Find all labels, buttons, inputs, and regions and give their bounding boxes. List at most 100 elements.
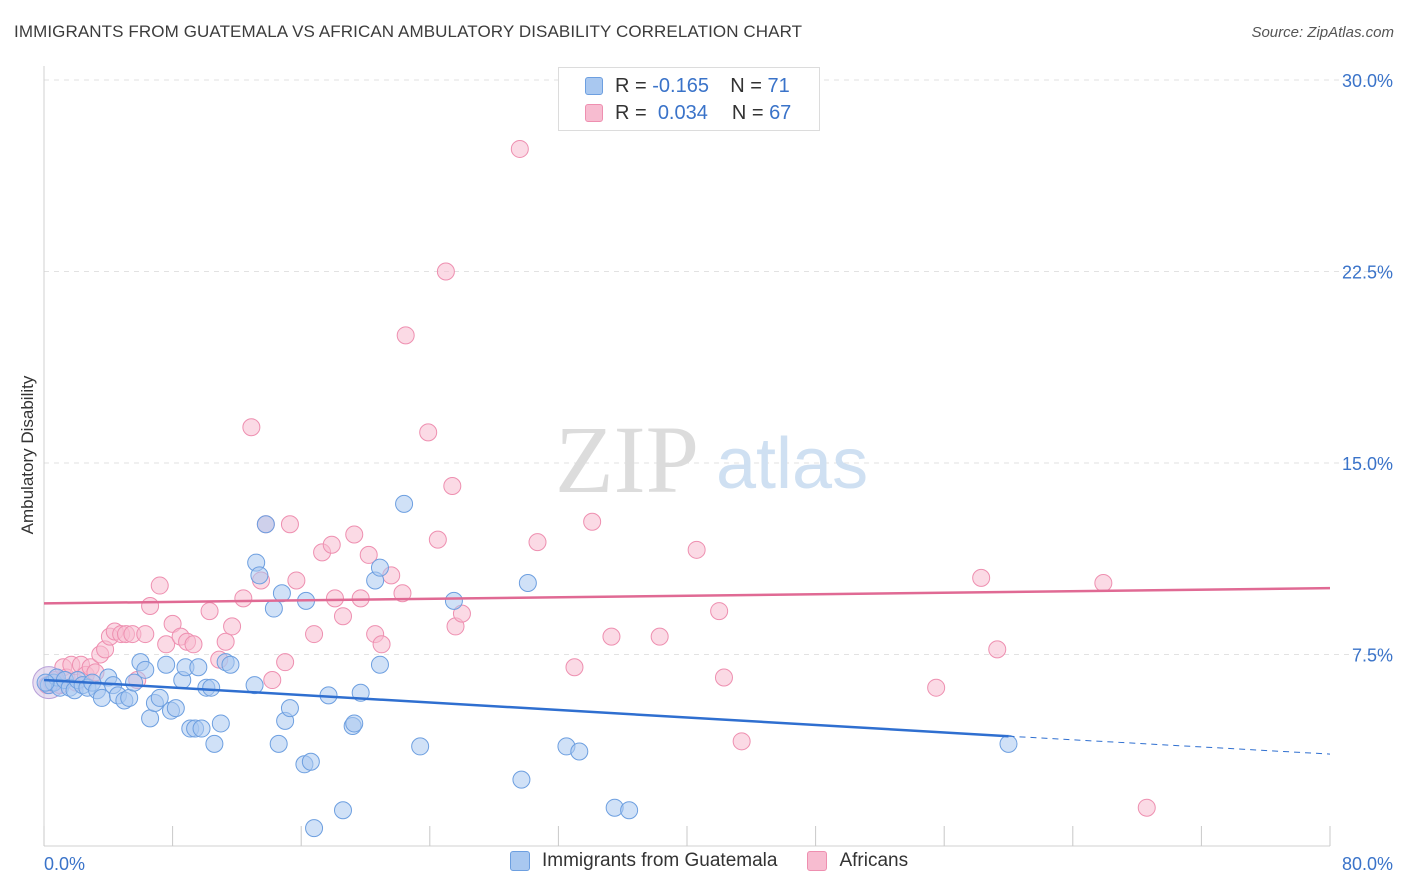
point-guatemala (272, 584, 291, 603)
trend-line-guatemala (43, 678, 1009, 738)
legend-r-value: -0.165 (652, 74, 709, 97)
point-guatemala (512, 770, 531, 789)
x-tick-label: 80.0% (1342, 854, 1393, 874)
point-africans (428, 530, 447, 549)
point-africans (305, 625, 324, 644)
point-africans (280, 515, 299, 534)
point-guatemala (256, 515, 275, 534)
point-africans (396, 326, 415, 345)
point-guatemala (245, 676, 264, 695)
point-africans (276, 653, 295, 672)
point-africans (333, 607, 352, 626)
point-guatemala (570, 742, 589, 761)
point-africans (732, 732, 751, 751)
legend-n-value: 71 (767, 74, 790, 97)
series-guatemala (36, 494, 1018, 838)
x-tick-label: 0.0% (44, 854, 85, 874)
point-guatemala (411, 737, 430, 756)
y-tick-label: 7.5% (1352, 646, 1393, 666)
point-africans (163, 614, 182, 633)
watermark: ZIP atlas (555, 406, 868, 513)
point-africans (443, 476, 462, 495)
point-africans (650, 627, 669, 646)
point-guatemala (370, 655, 389, 674)
point-guatemala (269, 734, 288, 753)
legend-r-label: R = (615, 101, 647, 124)
point-guatemala (120, 688, 139, 707)
point-africans (972, 568, 991, 587)
point-guatemala (136, 660, 155, 679)
legend-n-label: N = (731, 101, 764, 124)
point-guatemala (205, 734, 224, 753)
point-guatemala (395, 494, 414, 513)
point-africans (325, 589, 344, 608)
point-africans (419, 423, 438, 442)
point-guatemala (221, 655, 240, 674)
point-africans (372, 635, 391, 654)
point-guatemala (141, 709, 160, 728)
point-africans (988, 640, 1007, 659)
point-africans (393, 584, 412, 603)
point-africans (583, 512, 602, 531)
point-africans (242, 418, 261, 437)
legend-label: Africans (839, 850, 909, 871)
point-africans (157, 635, 176, 654)
point-guatemala (36, 673, 55, 692)
watermark-zip: ZIP (555, 406, 699, 513)
y-tick-label: 30.0% (1342, 71, 1393, 91)
legend-item-africans[interactable]: Africans (807, 850, 908, 872)
point-guatemala (264, 599, 283, 618)
point-guatemala (370, 558, 389, 577)
legend-swatch-blue (510, 851, 530, 871)
point-africans (216, 632, 235, 651)
legend-item-guatemala[interactable]: Immigrants from Guatemala (510, 850, 777, 872)
watermark-atlas: atlas (716, 424, 868, 504)
point-africans (565, 658, 584, 677)
legend-swatch-pink (585, 104, 603, 122)
legend-n-label: N = (730, 74, 762, 97)
legend-row-guatemala: R = -0.165 N = 71 (585, 73, 790, 99)
legend-swatch-pink (807, 851, 828, 871)
point-africans (528, 533, 547, 552)
legend-n-value: 67 (769, 101, 792, 124)
source-label: Source: ZipAtlas.com (1251, 24, 1394, 41)
correlation-legend: R = -0.165 N = 71 R = 0.034 N = 67 (558, 67, 820, 131)
point-africans (234, 589, 253, 608)
tick-labels: 7.5% 15.0% 22.5% 30.0% 0.0% 80.0% (44, 71, 1393, 874)
point-guatemala (333, 801, 352, 820)
trend-lines (43, 586, 1331, 755)
point-guatemala (301, 752, 320, 771)
point-africans (150, 576, 169, 595)
point-africans (184, 635, 203, 654)
point-africans (710, 602, 729, 621)
legend-label: Immigrants from Guatemala (542, 850, 778, 871)
point-guatemala (305, 819, 324, 838)
legend-r-value: 0.034 (657, 101, 708, 124)
point-africans (351, 589, 370, 608)
legend-r-label: R = (615, 74, 647, 97)
point-guatemala (150, 688, 169, 707)
point-africans (687, 540, 706, 559)
point-africans (223, 617, 242, 636)
point-africans (602, 627, 621, 646)
point-guatemala (250, 566, 269, 585)
trend-line-africans (43, 586, 1331, 605)
point-guatemala (192, 719, 211, 738)
point-africans (345, 525, 364, 544)
point-africans (1094, 574, 1113, 593)
point-guatemala (620, 801, 639, 820)
point-africans (452, 604, 471, 623)
y-tick-label: 15.0% (1342, 454, 1393, 474)
y-tick-label: 22.5% (1342, 263, 1393, 283)
point-africans (436, 262, 455, 281)
legend-row-africans: R = 0.034 N = 67 (585, 100, 791, 126)
axes (43, 66, 1331, 847)
point-africans (714, 668, 733, 687)
point-africans (200, 602, 219, 621)
trend-line-guatemala-extension (1008, 735, 1331, 755)
point-africans (287, 571, 306, 590)
point-africans (136, 625, 155, 644)
point-guatemala (345, 714, 364, 733)
point-guatemala (444, 591, 463, 610)
